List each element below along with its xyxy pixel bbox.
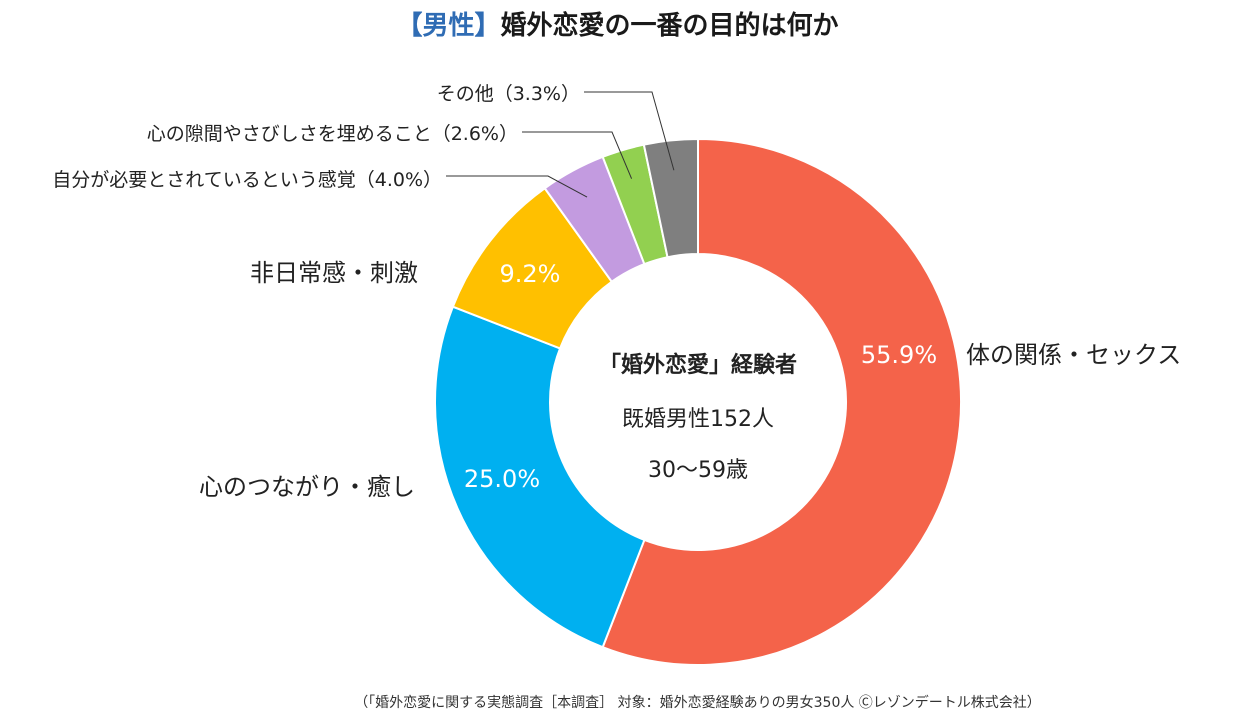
center-text-respondents: 既婚男性152人 bbox=[622, 407, 774, 432]
category-label-connection: 心のつながり・癒し bbox=[199, 473, 415, 501]
data-label-connection: 25.0% bbox=[464, 465, 540, 493]
donut-slices bbox=[434, 137, 962, 666]
chart-title-main: 婚外恋愛の一番の目的は何か bbox=[500, 11, 839, 41]
slice-other bbox=[642, 137, 699, 259]
category-label-sex: 体の関係・セックス bbox=[966, 341, 1181, 369]
chart-title-tag: 【男性】 bbox=[396, 11, 501, 41]
center-text-age: 30～59歳 bbox=[648, 458, 748, 483]
chart-title: 【男性】婚外恋愛の一番の目的は何か bbox=[0, 6, 1235, 46]
leader-line-loneliness bbox=[522, 131, 633, 179]
data-label-thrill: 9.2% bbox=[500, 260, 561, 288]
leader-line-needed bbox=[446, 175, 588, 198]
slice-connection bbox=[434, 305, 646, 649]
category-label-thrill: 非日常感・刺激 bbox=[250, 259, 418, 287]
data-label-sex: 55.9% bbox=[861, 341, 937, 369]
source-footnote: （「婚外恋愛に関する実態調査［本調査］ 対象：婚外恋愛経験ありの男女350人 Ⓒ… bbox=[354, 695, 1041, 711]
category-label-other: その他（3.3%） bbox=[437, 83, 580, 105]
leader-line-other bbox=[584, 91, 675, 171]
slice-sex bbox=[601, 137, 962, 666]
category-label-needed: 自分が必要とされているという感覚（4.0%） bbox=[52, 169, 442, 191]
category-label-loneliness: 心の隙間やさびしさを埋めること（2.6%） bbox=[147, 123, 518, 145]
leader-lines bbox=[446, 91, 675, 198]
center-text-sample: 「婚外恋愛」経験者 bbox=[599, 352, 797, 378]
